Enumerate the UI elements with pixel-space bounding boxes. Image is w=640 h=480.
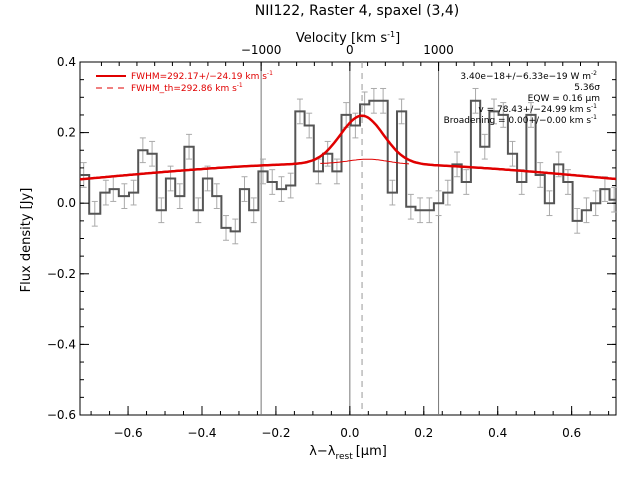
- fit-curves: [79, 114, 617, 181]
- x-tick-label: −0.4: [187, 426, 216, 440]
- top-tick-label: 0: [346, 43, 354, 57]
- y-tick-label: −0.6: [47, 408, 76, 422]
- annotation-eqw: EQW = 0.16 μm: [528, 94, 600, 104]
- fit-total-line: [79, 114, 617, 181]
- axes: −0.6 −0.4 −0.2 0.0 0.2 0.4 0.6 −0.6 −0.4 −0.2 0.0 0…: [47, 43, 616, 440]
- annotation-flux: 3.40e−18+/−6.33e−19 W m-2: [460, 70, 597, 82]
- x-tick-label: 0.4: [488, 426, 507, 440]
- fit-thermal-line: [320, 158, 410, 165]
- flux-step-series: [80, 87, 618, 245]
- y-tick-label: 0.4: [57, 55, 76, 69]
- y-tick-label: −0.2: [47, 267, 76, 281]
- x-tick-label: −0.2: [261, 426, 290, 440]
- y-tick-label: 0.0: [57, 196, 76, 210]
- top-tick-label: −1000: [241, 43, 282, 57]
- legend-fwhm-th-label: FWHM_th=292.86 km s-1: [131, 82, 243, 94]
- annotation-sigma: 5.36σ: [574, 83, 600, 93]
- x-tick-label: 0.0: [340, 426, 359, 440]
- fit-annotations: 3.40e−18+/−6.33e−19 W m-2 5.36σ EQW = 0.…: [444, 70, 601, 126]
- top-axis-label: Velocity [km s-1]: [296, 30, 400, 46]
- legend-fwhm-label: FWHM=292.17+/−24.19 km s-1: [131, 70, 273, 82]
- x-tick-label: −0.6: [113, 426, 142, 440]
- annotation-velocity: v = 78.43+/−24.99 km s-1: [478, 103, 597, 115]
- x-tick-label: 0.2: [414, 426, 433, 440]
- annotation-broadening: Broadening = 0.00+/−0.00 km s-1: [444, 114, 598, 126]
- legend: FWHM=292.17+/−24.19 km s-1 FWHM_th=292.8…: [96, 70, 273, 94]
- x-axis-label: λ−λrest [μm]: [309, 444, 387, 462]
- flux-step-line: [80, 99, 616, 233]
- x-tick-label: 0.6: [562, 426, 581, 440]
- y-axis-label: Flux density [Jy]: [19, 188, 34, 293]
- y-tick-label: −0.4: [47, 337, 76, 351]
- y-tick-label: 0.2: [57, 126, 76, 140]
- chart-title: NII122, Raster 4, spaxel (3,4): [255, 3, 460, 19]
- top-tick-label: 1000: [423, 43, 454, 57]
